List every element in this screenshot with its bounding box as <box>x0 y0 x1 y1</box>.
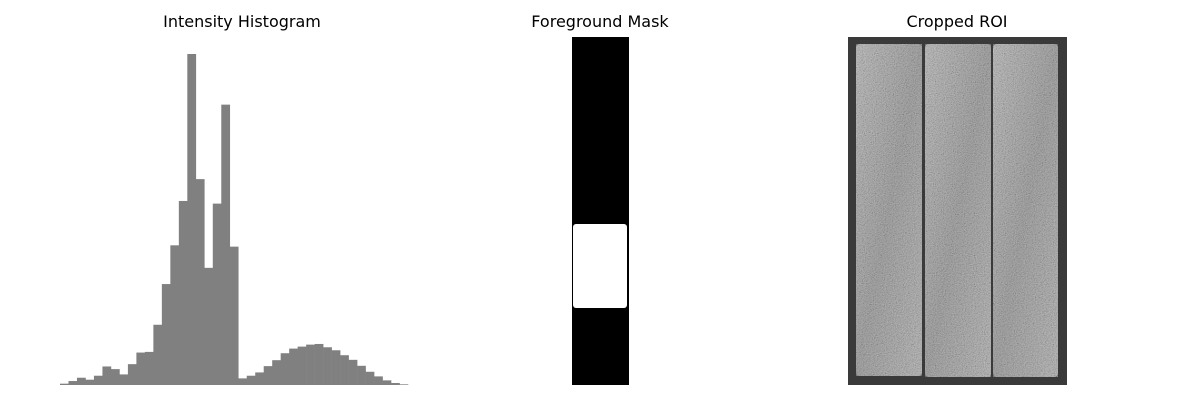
histogram-bar <box>221 104 231 385</box>
histogram-bar <box>357 365 366 385</box>
roi-panel-middle <box>925 44 991 377</box>
histogram-bar <box>272 360 281 385</box>
histogram-bar <box>68 381 78 385</box>
histogram-bar <box>323 347 332 385</box>
histogram-bar <box>110 369 120 385</box>
histogram-bar <box>340 355 349 385</box>
histogram-bar <box>136 352 146 385</box>
histogram-bar <box>382 380 392 385</box>
histogram-bar <box>391 383 400 385</box>
histogram-bar <box>212 203 222 385</box>
histogram-bar <box>76 377 86 385</box>
histogram-bar <box>170 245 180 385</box>
histogram-bar <box>144 351 154 385</box>
histogram-bar <box>187 54 197 385</box>
cropped-roi-image <box>848 37 1067 385</box>
histogram-bar <box>280 353 290 385</box>
histogram-bar <box>263 366 273 385</box>
histogram-bar <box>238 378 248 385</box>
histogram-bar <box>314 343 324 385</box>
histogram-bar <box>365 371 375 385</box>
histogram-bar <box>289 348 298 385</box>
foreground-mask-image <box>572 37 629 385</box>
mask-foreground-region <box>573 224 627 308</box>
histogram-bar <box>255 372 265 385</box>
histogram-bar <box>93 375 103 385</box>
histogram-bar <box>306 344 315 385</box>
histogram-bar <box>195 179 205 385</box>
roi-title: Cropped ROI <box>906 12 1008 31</box>
histogram-bar <box>204 267 214 385</box>
histogram-bar <box>119 374 129 385</box>
histogram-bar <box>331 350 341 385</box>
histogram-bar <box>178 200 188 385</box>
roi-panel-right <box>993 44 1058 377</box>
roi-panel-left <box>856 44 922 376</box>
histogram-bars <box>60 54 409 385</box>
histogram-bar <box>153 324 163 385</box>
histogram-bar <box>374 376 383 385</box>
histogram-bar <box>161 284 171 385</box>
histogram-bar <box>297 346 307 385</box>
mask-title: Foreground Mask <box>531 12 669 31</box>
histogram-bar <box>127 364 137 385</box>
histogram-bar <box>85 379 95 385</box>
histogram-bar <box>246 375 256 385</box>
histogram-bar <box>348 359 358 385</box>
mask-background <box>572 37 629 385</box>
histogram-bar <box>229 246 239 385</box>
histogram-title: Intensity Histogram <box>163 12 321 31</box>
histogram-bar <box>102 366 112 385</box>
histogram-bar <box>399 384 409 385</box>
histogram-bar <box>60 383 69 385</box>
